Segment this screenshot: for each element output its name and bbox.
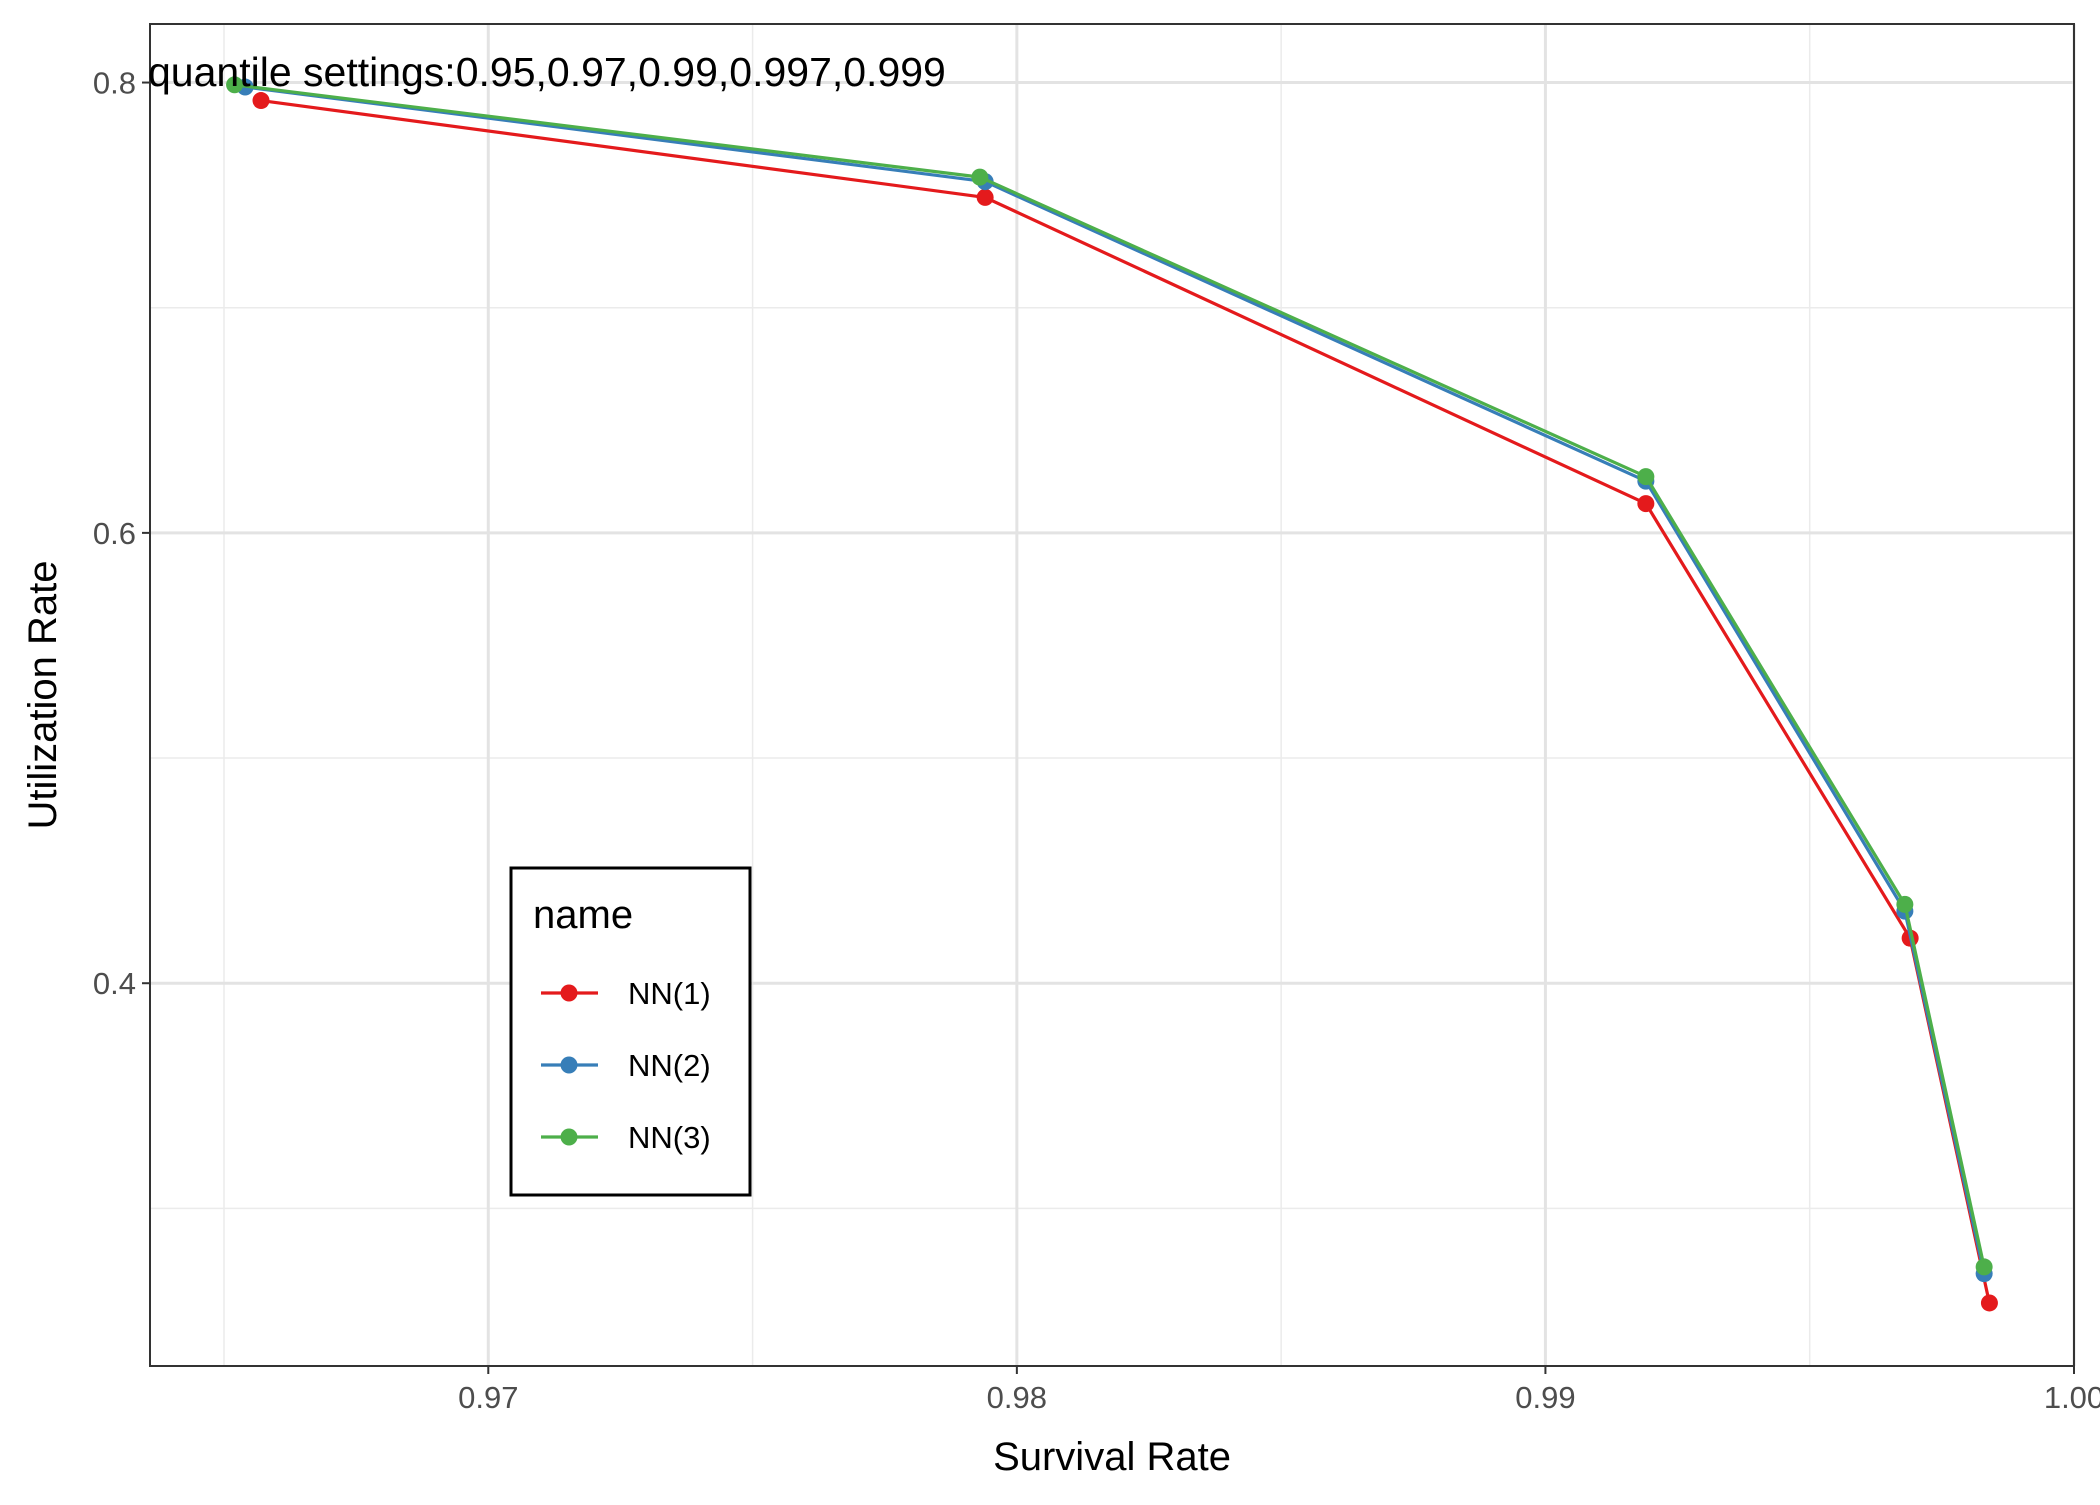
- legend-box: [509, 866, 752, 1197]
- x-tick-label: 0.99: [1515, 1380, 1575, 1415]
- data-point: [976, 188, 994, 206]
- legend-item: NN(3): [541, 1120, 711, 1155]
- x-tick-label: 0.98: [987, 1380, 1047, 1415]
- data-point: [1980, 1294, 1998, 1312]
- legend-label: NN(3): [628, 1120, 711, 1155]
- data-point: [226, 76, 244, 94]
- data-point: [971, 168, 989, 186]
- y-axis-title: Utilization Rate: [21, 560, 65, 829]
- data-point: [1975, 1258, 1993, 1276]
- legend: name NN(1) NN(2) NN(3): [509, 866, 752, 1197]
- data-point: [1896, 895, 1914, 913]
- data-point: [252, 92, 270, 110]
- x-axis-title: Survival Rate: [993, 1435, 1231, 1479]
- y-tick-label: 0.4: [93, 966, 136, 1001]
- quantile-annotation: quantile settings:0.95,0.97,0.99,0.997,0…: [148, 49, 946, 95]
- legend-key-point: [560, 984, 578, 1002]
- legend-label: NN(1): [628, 976, 711, 1011]
- y-tick-label: 0.6: [93, 516, 136, 551]
- y-axis-ticks: 0.4 0.6 0.8: [93, 66, 150, 1001]
- plot-panel-border: [149, 23, 2075, 1367]
- legend-title: name: [533, 893, 633, 937]
- legend-key-point: [560, 1056, 578, 1074]
- x-tick-label: 0.97: [458, 1380, 518, 1415]
- data-series: [226, 76, 1998, 1312]
- data-point: [1637, 468, 1655, 486]
- data-point: [1637, 495, 1655, 513]
- legend-key-point: [560, 1128, 578, 1146]
- legend-item: NN(2): [541, 1048, 711, 1083]
- x-axis-ticks: 0.97 0.98 0.99 1.00: [458, 1366, 2100, 1415]
- series-NN(3): [226, 76, 1993, 1276]
- legend-items: NN(1) NN(2) NN(3): [541, 976, 711, 1155]
- x-tick-label: 1.00: [2044, 1380, 2100, 1415]
- legend-label: NN(2): [628, 1048, 711, 1083]
- legend-item: NN(1): [541, 976, 711, 1011]
- y-tick-label: 0.8: [93, 66, 136, 101]
